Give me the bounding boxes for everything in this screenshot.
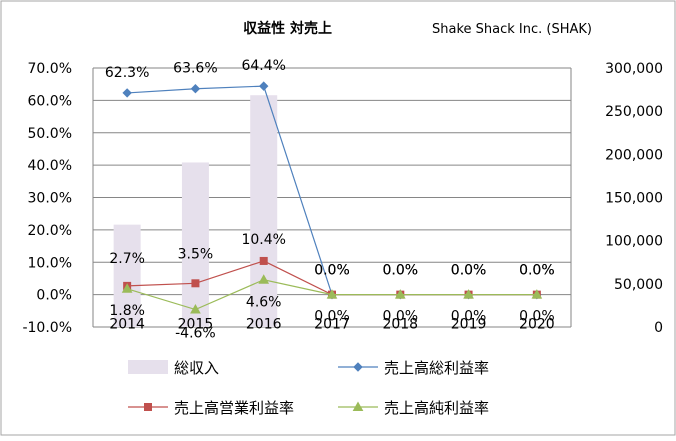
axis-layer: -10.0% 0.0% 10.0% 20.0% 30.0% 40.0% 50.0% 60.0%… [22, 61, 663, 336]
y-left-tick-label: 20.0% [28, 223, 72, 239]
series-marker [463, 289, 474, 299]
legend-label: 総収入 [174, 359, 219, 377]
series-marker [122, 88, 132, 98]
data-label: 3.5% [178, 246, 214, 262]
legend-swatch-bar [128, 360, 168, 374]
bar-total-revenue [181, 162, 209, 327]
label-layer: 62.3% 63.6% 64.4% 0.0% 0.0% 0.0% 0.0% 2.7% 3.5% 1… [105, 58, 555, 341]
y-left-tick-label: 40.0% [28, 158, 72, 174]
series-marker [394, 289, 406, 299]
y-right-tick-label: 50,000 [614, 277, 663, 293]
legend-label: 売上高総利益率 [384, 359, 489, 377]
data-label: 63.6% [173, 61, 217, 77]
series-marker [326, 289, 338, 299]
x-tick-label: 2020 [519, 317, 555, 333]
y-left-tick-label: 50.0% [28, 126, 72, 142]
data-label: 0.0% [314, 263, 350, 279]
data-label: 0.0% [382, 263, 418, 279]
data-label: -4.6% [175, 326, 216, 342]
data-label: 4.6% [246, 295, 282, 311]
series-marker [258, 274, 270, 284]
bar-total-revenue [113, 224, 141, 327]
line-layer [121, 81, 543, 314]
legend-label: 売上高営業利益率 [174, 399, 294, 417]
y-right-tick-label: 250,000 [605, 104, 663, 120]
data-label: 2.7% [109, 251, 145, 267]
data-label: 10.4% [241, 232, 285, 248]
data-label: 64.4% [241, 58, 285, 74]
x-tick-label: 2018 [382, 317, 418, 333]
x-tick-label: 2019 [451, 317, 487, 333]
data-label: 0.0% [519, 309, 555, 325]
y-left-tick-label: 60.0% [28, 93, 72, 109]
data-label: 0.0% [451, 309, 487, 325]
y-left-tick-label: 0.0% [36, 288, 72, 304]
y-right-tick-label: 200,000 [605, 147, 663, 163]
data-label: 62.3% [105, 65, 149, 81]
x-tick-label: 2015 [178, 317, 214, 333]
series-marker [121, 283, 133, 293]
data-label: 0.0% [519, 263, 555, 279]
series-marker [531, 289, 543, 299]
grid-layer [93, 67, 571, 328]
x-tick-label: 2014 [109, 317, 145, 333]
data-label: 0.0% [382, 309, 418, 325]
data-label: 0.0% [314, 309, 350, 325]
y-left-tick-label: -10.0% [22, 320, 72, 336]
y-left-tick-label: 30.0% [28, 191, 72, 207]
bar-total-revenue [250, 95, 278, 327]
x-tick-label: 2017 [314, 317, 350, 333]
data-label: 0.0% [451, 263, 487, 279]
series-marker [190, 84, 201, 94]
x-tick-label: 2016 [246, 317, 282, 333]
data-label: 1.8% [109, 303, 145, 319]
data-label: 0.0% [314, 263, 350, 279]
legend-swatch-marker [144, 403, 152, 411]
y-left-tick-label: 70.0% [28, 61, 72, 77]
chart-title: 収益性 対売上 [243, 20, 332, 37]
y-right-tick-label: 100,000 [605, 234, 663, 250]
y-right-tick-label: 0 [654, 320, 663, 336]
bar-layer [113, 95, 278, 327]
data-label: 0.0% [451, 263, 487, 279]
chart-subtitle: Shake Shack Inc. (SHAK) [432, 22, 592, 37]
series-marker [191, 279, 200, 288]
series-marker [259, 256, 268, 265]
series-marker [259, 81, 269, 91]
series-marker [190, 303, 201, 314]
legend-swatch-marker [352, 401, 364, 411]
data-label: 0.0% [519, 263, 555, 279]
data-label: 0.0% [382, 263, 418, 279]
legend-swatch-marker [353, 362, 363, 372]
y-left-tick-label: 10.0% [28, 255, 72, 271]
legend-label: 売上高純利益率 [384, 399, 489, 417]
y-right-tick-label: 300,000 [605, 61, 663, 77]
y-right-tick-label: 150,000 [605, 191, 663, 207]
